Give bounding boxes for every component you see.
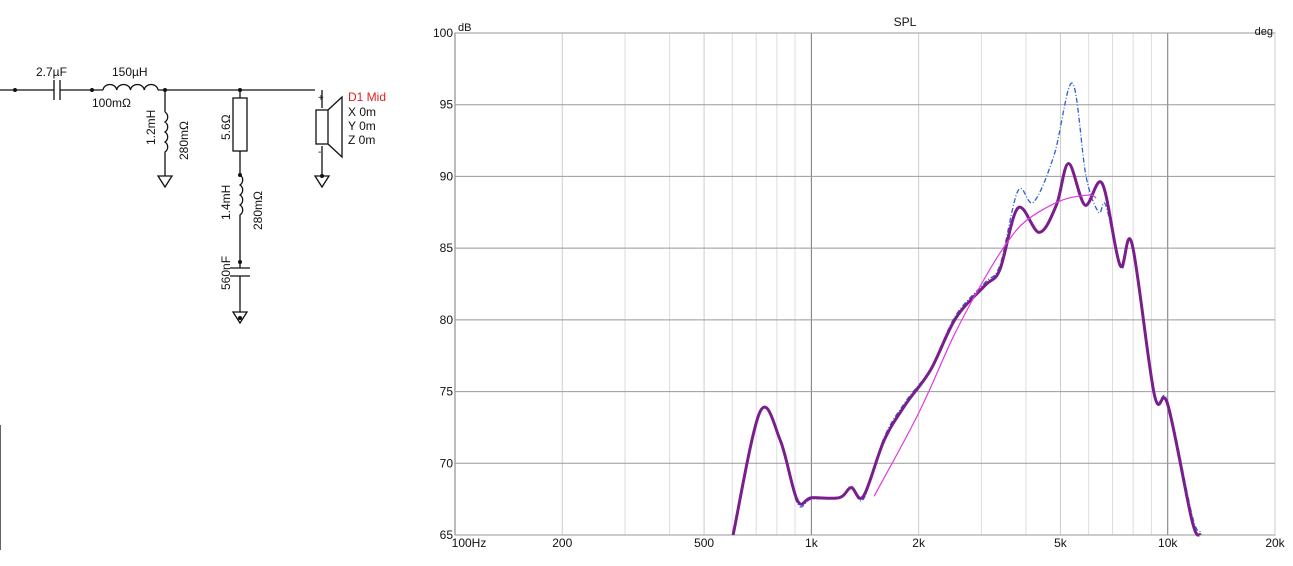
chart-title: SPL <box>894 15 917 29</box>
label: 1.4mH <box>219 185 233 220</box>
y-tick-label: 100 <box>433 26 453 40</box>
label: 2.7µF <box>36 65 67 79</box>
x-tick-label: 2k <box>912 536 926 550</box>
x-tick-label: 20k <box>1265 536 1285 550</box>
capacitor <box>53 80 250 277</box>
nodes <box>13 88 324 320</box>
label: 280mΩ <box>251 191 265 230</box>
y-tick-label: 85 <box>440 241 454 255</box>
label: 5.6Ω <box>219 114 233 140</box>
driver-z: Z 0m <box>348 133 375 147</box>
resistor <box>232 97 248 152</box>
x-tick-label: 500 <box>694 536 714 550</box>
minus: - <box>318 147 321 158</box>
plus: + <box>318 93 324 104</box>
inductor <box>102 83 159 91</box>
label: 150µH <box>112 65 148 79</box>
y-tick-label: 75 <box>440 385 454 399</box>
x-tick-label: 200 <box>552 536 572 550</box>
driver-name: D1 Mid <box>348 90 386 104</box>
speaker <box>315 109 329 145</box>
y-axis-label: dB <box>458 22 471 34</box>
y-tick-label: 90 <box>440 169 454 183</box>
y2-axis-label: deg <box>1255 26 1273 38</box>
label: 100mΩ <box>92 96 131 110</box>
y-tick-label: 80 <box>440 313 454 327</box>
y-tick-label: 95 <box>440 98 454 112</box>
y-tick-label: 65 <box>440 528 454 542</box>
ground <box>156 175 331 325</box>
series-line <box>731 162 1202 537</box>
label: 280mΩ <box>177 121 191 160</box>
plot-area <box>454 32 1276 536</box>
spl-chart: 100Hz 200 500 1k 2k 5k 10k 20k 65 70 75 80 85 90 95 100… <box>433 15 1286 550</box>
y-tick-label: 70 <box>440 456 454 470</box>
x-tick-label: 1k <box>805 536 819 550</box>
speaker-cone <box>327 95 343 159</box>
x-tick-label: 10k <box>1158 536 1178 550</box>
series-line <box>873 194 1097 497</box>
label: 560nF <box>219 256 233 290</box>
schematic: + - 2.7µF 150µH 100mΩ 1.2mH 280mΩ 5.6Ω 1… <box>0 65 386 550</box>
label: 1.2mH <box>144 110 158 145</box>
inductor <box>163 111 244 236</box>
x-tick-label: 5k <box>1054 536 1068 550</box>
driver-y: Y 0m <box>348 119 376 133</box>
wire <box>0 89 323 550</box>
driver-x: X 0m <box>348 105 376 119</box>
x-tick-label: 100Hz <box>452 536 487 550</box>
